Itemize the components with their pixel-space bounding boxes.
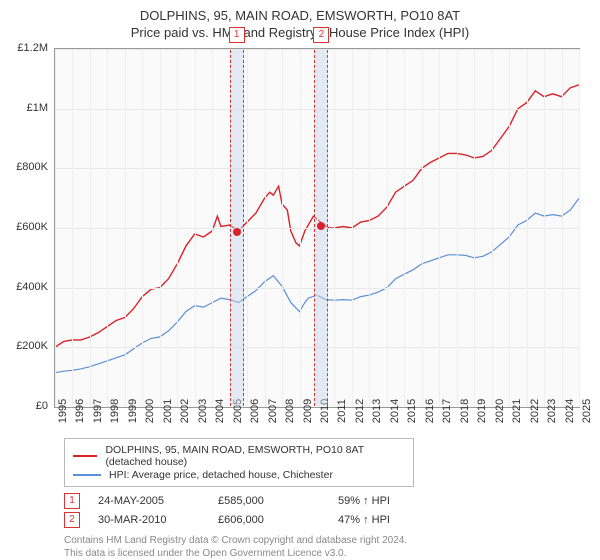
sale-pct: 47% ↑ HPI: [338, 514, 458, 526]
legend-swatch: [73, 474, 101, 476]
sale-price: £606,000: [218, 514, 338, 526]
sale-marker-index: 1: [229, 27, 245, 43]
x-tick-label: 2025: [579, 399, 593, 423]
x-tick-label: 2015: [404, 399, 418, 423]
gridline-v: [474, 49, 475, 407]
x-tick-label: 2019: [474, 399, 488, 423]
gridline-v: [527, 49, 528, 407]
x-tick-label: 1998: [107, 399, 121, 423]
sales-list: 1 24-MAY-2005£585,00059% ↑ HPI 2 30-MAR-201…: [12, 493, 588, 528]
gridline-v: [492, 49, 493, 407]
x-tick-label: 2007: [265, 399, 279, 423]
footer-line-1: Contains HM Land Registry data © Crown c…: [64, 534, 588, 547]
sale-row: 1 24-MAY-2005£585,00059% ↑ HPI: [64, 493, 588, 509]
gridline-v: [142, 49, 143, 407]
x-tick-label: 2017: [439, 399, 453, 423]
sale-price: £585,000: [218, 495, 338, 507]
legend-swatch: [73, 455, 97, 457]
x-tick-label: 2012: [352, 399, 366, 423]
x-tick-label: 2023: [544, 399, 558, 423]
x-tick-label: 2004: [212, 399, 226, 423]
gridline-v: [177, 49, 178, 407]
gridline-v: [562, 49, 563, 407]
legend-label: DOLPHINS, 95, MAIN ROAD, EMSWORTH, PO10 …: [105, 444, 405, 468]
x-tick-label: 2009: [300, 399, 314, 423]
sale-index-box: 1: [64, 493, 80, 509]
x-tick-label: 2006: [247, 399, 261, 423]
x-tick-label: 1999: [125, 399, 139, 423]
gridline-v: [352, 49, 353, 407]
legend-label: HPI: Average price, detached house, Chic…: [109, 469, 333, 481]
x-tick-label: 1996: [72, 399, 86, 423]
x-tick-label: 1995: [55, 399, 69, 423]
x-tick-label: 2014: [387, 399, 401, 423]
footer-line-2: This data is licensed under the Open Gov…: [64, 547, 588, 560]
sale-dot: [233, 228, 241, 236]
gridline-v: [439, 49, 440, 407]
y-tick-label: £1M: [27, 102, 48, 114]
x-tick-label: 2002: [177, 399, 191, 423]
gridline-v: [544, 49, 545, 407]
gridline-v: [212, 49, 213, 407]
x-tick-label: 2001: [160, 399, 174, 423]
x-tick-label: 2016: [422, 399, 436, 423]
plot-background: 1995199619971998199920002001200220032004…: [54, 48, 580, 408]
gridline-v: [579, 49, 580, 407]
sale-row: 2 30-MAR-2010£606,00047% ↑ HPI: [64, 512, 588, 528]
legend: DOLPHINS, 95, MAIN ROAD, EMSWORTH, PO10 …: [64, 438, 414, 487]
gridline-v: [125, 49, 126, 407]
gridline-v: [90, 49, 91, 407]
legend-row: HPI: Average price, detached house, Chic…: [73, 469, 405, 481]
chart-subtitle: Price paid vs. HM Land Registry's House …: [12, 25, 588, 40]
y-tick-label: £1.2M: [17, 42, 48, 54]
y-tick-label: £0: [36, 400, 48, 412]
sale-dot: [317, 222, 325, 230]
gridline-v: [282, 49, 283, 407]
gridline-v: [422, 49, 423, 407]
sale-date: 24-MAY-2005: [98, 495, 218, 507]
x-tick-label: 2021: [509, 399, 523, 423]
gridline-v: [300, 49, 301, 407]
x-tick-label: 2003: [195, 399, 209, 423]
sale-pct: 59% ↑ HPI: [338, 495, 458, 507]
gridline-v: [457, 49, 458, 407]
footer-text: Contains HM Land Registry data © Crown c…: [64, 534, 588, 560]
sale-index-box: 2: [64, 512, 80, 528]
gridline-v: [55, 49, 56, 407]
legend-row: DOLPHINS, 95, MAIN ROAD, EMSWORTH, PO10 …: [73, 444, 405, 468]
gridline-v: [160, 49, 161, 407]
x-tick-label: 2011: [334, 399, 348, 423]
gridline-v: [369, 49, 370, 407]
y-tick-label: £400K: [16, 281, 48, 293]
y-tick-label: £600K: [16, 221, 48, 233]
gridline-v: [265, 49, 266, 407]
sale-marker-index: 2: [313, 27, 329, 43]
gridline-v: [195, 49, 196, 407]
gridline-v: [247, 49, 248, 407]
y-tick-label: £800K: [16, 161, 48, 173]
chart-area: 1995199619971998199920002001200220032004…: [54, 48, 580, 408]
x-tick-label: 2008: [282, 399, 296, 423]
gridline-v: [72, 49, 73, 407]
x-tick-label: 2022: [527, 399, 541, 423]
x-tick-label: 2013: [369, 399, 383, 423]
gridline-v: [334, 49, 335, 407]
sale-date: 30-MAR-2010: [98, 514, 218, 526]
x-tick-label: 1997: [90, 399, 104, 423]
x-tick-label: 2024: [562, 399, 576, 423]
y-tick-label: £200K: [16, 340, 48, 352]
chart-title: DOLPHINS, 95, MAIN ROAD, EMSWORTH, PO10 …: [12, 8, 588, 23]
gridline-v: [509, 49, 510, 407]
x-tick-label: 2018: [457, 399, 471, 423]
x-tick-label: 2020: [492, 399, 506, 423]
x-tick-label: 2000: [142, 399, 156, 423]
gridline-v: [107, 49, 108, 407]
gridline-v: [387, 49, 388, 407]
gridline-v: [404, 49, 405, 407]
